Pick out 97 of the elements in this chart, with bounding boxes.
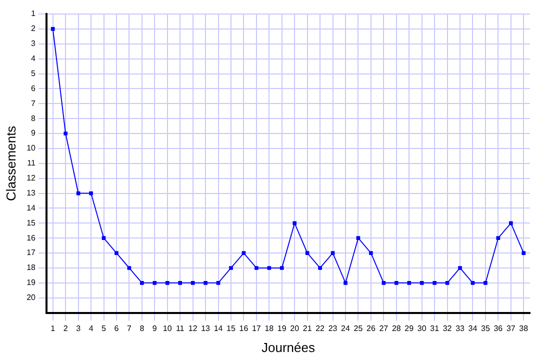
x-tick-label: 37 <box>506 324 516 333</box>
y-tick-label: 16 <box>26 233 36 242</box>
x-tick-label: 38 <box>519 324 529 333</box>
y-axis-title: Classements <box>3 125 18 201</box>
point <box>344 281 348 285</box>
point <box>140 281 144 285</box>
x-tick-label: 10 <box>162 324 172 333</box>
y-tick-label: 11 <box>27 158 36 168</box>
x-tick-label: 15 <box>226 324 236 333</box>
x-tick-label: 1 <box>50 324 56 333</box>
x-tick-label: 22 <box>316 324 326 333</box>
y-tick-label: 14 <box>26 203 36 212</box>
x-tick-label: 7 <box>126 324 132 333</box>
y-tick-label: 6 <box>31 84 36 93</box>
x-tick-label: 2 <box>63 324 68 333</box>
y-tick-label: 2 <box>31 24 36 34</box>
x-tick-label: 30 <box>417 324 427 333</box>
y-tick-label: 15 <box>26 218 36 228</box>
x-tick-label: 17 <box>252 324 262 333</box>
point <box>484 281 488 285</box>
point <box>305 251 310 255</box>
point <box>204 281 208 285</box>
y-tick-label: 13 <box>26 188 36 198</box>
y-tick-label: 8 <box>31 114 36 123</box>
x-tick-label: 25 <box>354 324 364 333</box>
x-tick-label: 34 <box>468 324 478 333</box>
point <box>522 251 526 255</box>
y-tick-label: 9 <box>31 128 36 138</box>
y-tick-label: 18 <box>26 263 36 272</box>
x-tick-label: 20 <box>290 324 300 333</box>
point <box>254 266 258 270</box>
y-tick-label: 7 <box>31 98 36 108</box>
point <box>64 132 68 136</box>
point <box>165 281 170 285</box>
point <box>190 281 195 285</box>
point <box>445 281 450 285</box>
point <box>470 281 475 285</box>
y-tick-label: 17 <box>26 248 36 258</box>
point <box>407 281 412 285</box>
x-tick-label: 35 <box>481 324 490 333</box>
point <box>280 266 284 270</box>
point <box>50 27 55 31</box>
y-tick-label: 10 <box>26 144 36 153</box>
x-tick-label: 36 <box>494 324 504 333</box>
x-tick-label: 23 <box>328 324 338 333</box>
y-tick-label: 5 <box>31 68 36 78</box>
point <box>152 281 157 285</box>
x-tick-label: 32 <box>442 324 452 333</box>
point <box>89 191 93 196</box>
x-tick-label: 4 <box>88 324 94 333</box>
x-tick-label: 5 <box>102 324 107 333</box>
x-tick-label: 21 <box>302 324 312 333</box>
point <box>318 266 322 270</box>
x-tick-label: 26 <box>366 324 376 333</box>
point <box>432 281 436 285</box>
point <box>382 281 386 285</box>
x-tick-label: 24 <box>341 324 350 333</box>
x-axis-title: Journées <box>262 340 316 355</box>
point <box>330 251 335 255</box>
x-tick-label: 11 <box>176 324 185 333</box>
x-tick-label: 3 <box>76 324 82 333</box>
x-tick-label: 33 <box>456 324 466 333</box>
y-tick-label: 19 <box>26 278 36 288</box>
y-tick-label: 3 <box>31 39 36 48</box>
point <box>102 236 106 240</box>
x-tick-label: 9 <box>152 324 158 333</box>
point <box>292 221 297 226</box>
point <box>114 251 118 255</box>
x-tick-label: 13 <box>201 324 211 333</box>
point <box>267 266 272 270</box>
x-tick-label: 18 <box>264 324 274 333</box>
point <box>229 266 233 270</box>
x-tick-label: 27 <box>379 324 389 333</box>
point <box>242 251 246 255</box>
point <box>509 221 513 226</box>
x-tick-label: 29 <box>404 324 414 333</box>
point <box>420 281 424 285</box>
point <box>369 251 373 255</box>
x-tick-label: 6 <box>114 324 120 333</box>
x-tick-label: 12 <box>188 324 198 333</box>
point <box>356 236 360 240</box>
y-tick-label: 12 <box>26 174 36 183</box>
point <box>458 266 462 270</box>
x-tick-label: 14 <box>214 324 224 333</box>
x-tick-label: 28 <box>392 324 402 333</box>
point <box>394 281 398 285</box>
x-tick-label: 19 <box>277 324 287 333</box>
point <box>127 266 132 270</box>
x-tick-label: 31 <box>430 324 440 333</box>
y-tick-label: 4 <box>31 54 36 64</box>
y-tick-label: 1 <box>31 9 36 18</box>
point <box>178 281 182 285</box>
x-tick-label: 8 <box>140 324 145 333</box>
y-tick-label: 20 <box>26 293 36 302</box>
point <box>216 281 220 285</box>
x-tick-label: 16 <box>239 324 249 333</box>
point <box>496 236 500 240</box>
